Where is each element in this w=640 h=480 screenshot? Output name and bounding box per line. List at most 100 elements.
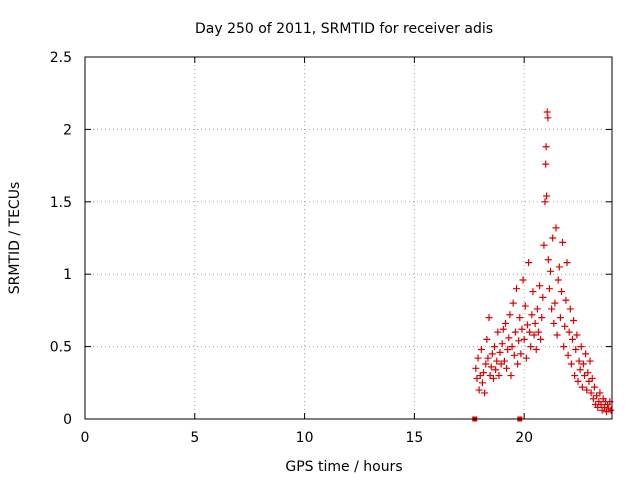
data-point	[503, 364, 511, 372]
data-point	[572, 345, 580, 353]
data-point	[478, 379, 486, 387]
data-point	[586, 357, 594, 365]
data-point	[484, 354, 492, 362]
data-point	[563, 259, 571, 267]
data-point	[607, 406, 615, 414]
y-tick-label: 2.5	[50, 50, 72, 66]
data-point	[556, 314, 564, 322]
data-point	[583, 386, 591, 394]
data-point	[542, 143, 550, 151]
data-point	[577, 343, 585, 351]
data-point	[481, 389, 489, 397]
data-point	[538, 314, 546, 322]
data-point	[555, 263, 563, 271]
data-point	[500, 357, 508, 365]
data-point	[511, 328, 519, 336]
data-point	[588, 374, 596, 382]
data-point	[477, 345, 485, 353]
data-point	[574, 377, 582, 385]
data-point	[567, 360, 575, 368]
data-point	[562, 296, 570, 304]
data-point	[542, 160, 550, 168]
data-point	[570, 317, 578, 325]
data-point	[565, 328, 573, 336]
data-point	[514, 360, 522, 368]
y-tick-label: 0.5	[50, 340, 72, 356]
data-point	[539, 293, 547, 301]
data-points	[472, 108, 615, 422]
y-tick-label: 1	[63, 267, 72, 283]
data-point	[529, 288, 537, 296]
data-point	[544, 114, 552, 122]
data-point	[584, 369, 592, 377]
data-point	[472, 364, 480, 372]
data-point	[526, 328, 534, 336]
data-point	[553, 331, 561, 339]
data-point	[554, 276, 562, 284]
data-point	[504, 345, 512, 353]
data-point	[499, 325, 507, 333]
data-point	[533, 305, 541, 313]
data-point	[487, 363, 495, 371]
data-point	[475, 386, 483, 394]
data-point	[571, 372, 579, 380]
data-point	[590, 383, 598, 391]
data-point	[493, 357, 501, 365]
data-point	[518, 325, 526, 333]
data-point	[489, 374, 497, 382]
x-tick-label: 10	[296, 430, 314, 446]
data-point	[495, 372, 503, 380]
data-point	[576, 366, 584, 374]
data-point	[551, 299, 559, 307]
data-point	[519, 276, 527, 284]
data-point	[549, 234, 557, 242]
data-point	[559, 238, 567, 246]
data-point	[548, 305, 556, 313]
data-point	[532, 345, 540, 353]
data-point	[575, 357, 583, 365]
data-point	[531, 319, 539, 327]
data-point	[534, 328, 542, 336]
data-point	[560, 343, 568, 351]
x-tick-label: 5	[190, 430, 199, 446]
grid-lines	[85, 57, 612, 419]
data-point	[550, 319, 558, 327]
data-point	[496, 348, 504, 356]
data-point	[557, 288, 565, 296]
data-point	[492, 366, 500, 374]
data-point	[540, 241, 548, 249]
data-point	[498, 340, 506, 348]
data-point	[508, 343, 516, 351]
data-point	[582, 350, 590, 358]
y-tick-label: 1.5	[50, 195, 72, 211]
y-axis-label: SRMTID / TECUs	[7, 182, 23, 295]
data-point	[480, 369, 488, 377]
x-tick-label: 20	[515, 430, 533, 446]
data-point	[482, 360, 490, 368]
y-tick-label: 0	[63, 412, 72, 428]
data-point	[502, 319, 510, 327]
data-point	[507, 372, 515, 380]
data-point	[527, 343, 535, 351]
data-point	[545, 285, 553, 293]
data-point	[520, 335, 528, 343]
data-point	[505, 334, 513, 342]
data-point	[509, 299, 517, 307]
data-point	[516, 314, 524, 322]
data-point	[564, 351, 572, 359]
data-point	[474, 354, 482, 362]
data-point	[579, 360, 587, 368]
data-point	[530, 331, 538, 339]
data-point	[525, 259, 533, 267]
data-point	[512, 285, 520, 293]
data-point	[491, 343, 499, 351]
data-point	[547, 267, 555, 275]
data-point	[488, 350, 496, 358]
data-point	[515, 337, 523, 345]
data-point	[522, 354, 530, 362]
data-point	[517, 350, 525, 358]
data-point	[543, 108, 551, 116]
data-point	[543, 192, 551, 200]
